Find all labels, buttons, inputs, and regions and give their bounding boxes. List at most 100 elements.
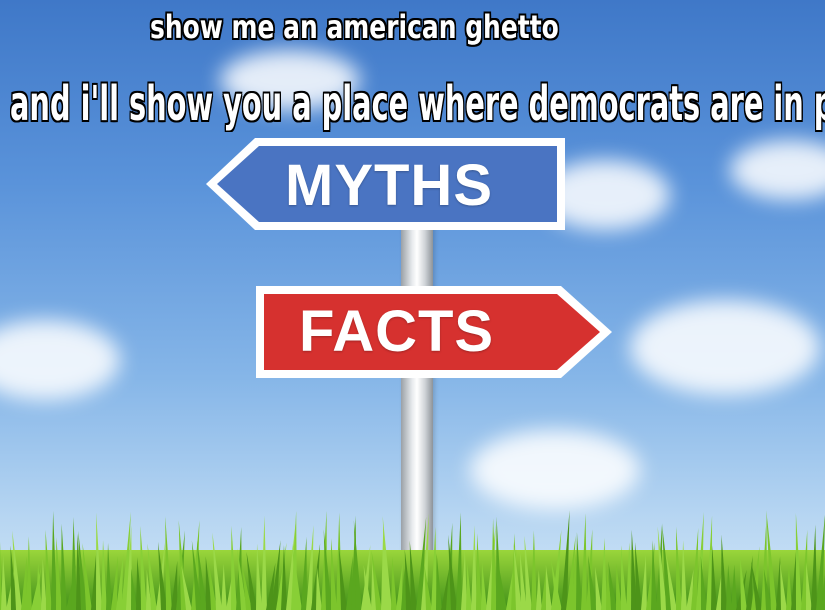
grass-blade <box>158 541 167 610</box>
grass-blade <box>231 525 237 610</box>
grass-blade <box>96 512 102 610</box>
cloud <box>0 320 120 400</box>
grass-blade <box>545 564 552 610</box>
grass-blade <box>41 558 47 610</box>
left-arrow-sign-shape <box>206 138 565 230</box>
grass-blade <box>631 529 637 610</box>
grass-blade <box>626 542 632 610</box>
grass-blade <box>763 568 772 610</box>
signpost-pole <box>401 205 433 565</box>
grass-blade <box>441 560 451 610</box>
grass-blade <box>363 564 372 610</box>
grass-blade <box>641 554 647 610</box>
grass-blade <box>26 536 32 610</box>
grass-blade <box>481 561 487 610</box>
grass-blade <box>726 564 732 610</box>
grass-blade <box>271 540 281 610</box>
grass-blade <box>136 557 142 610</box>
facts-sign: FACTS <box>253 283 615 381</box>
grass-blade <box>404 549 412 610</box>
grass-blade <box>601 538 607 610</box>
grass-blade <box>766 510 777 610</box>
grass-blade <box>811 524 817 610</box>
grass-blade <box>666 552 677 610</box>
cloud <box>730 140 825 200</box>
grass-blade <box>382 515 392 610</box>
grass-blade <box>816 515 825 610</box>
grass-blade <box>524 535 532 610</box>
grass-blade <box>331 538 337 610</box>
grass-blade <box>409 540 417 610</box>
grass-blade <box>506 549 517 610</box>
grass-blade <box>212 532 222 610</box>
grass-blade <box>581 513 587 610</box>
grass-blade <box>286 522 296 610</box>
grass-blade <box>476 533 482 610</box>
grass-blade <box>551 559 562 610</box>
myths-label: MYTHS <box>285 153 493 218</box>
grass-blade <box>1 555 7 610</box>
grass-blade <box>739 555 747 610</box>
grass-blade <box>616 563 622 610</box>
grass-blade <box>191 540 202 610</box>
bottom-caption: and i'll show you a place where democrat… <box>10 76 825 132</box>
grass-blade <box>496 555 507 610</box>
grass-blade <box>237 548 247 610</box>
grass-blade <box>396 562 403 610</box>
grass-blade <box>491 518 497 610</box>
grass-blade <box>676 526 682 610</box>
grass-blade <box>786 564 792 610</box>
facts-label: FACTS <box>299 299 495 364</box>
grass-blade <box>791 536 798 610</box>
grass-blade <box>651 540 657 610</box>
grass-blade <box>121 511 131 610</box>
grass-blade <box>311 543 321 610</box>
cloud <box>220 50 360 110</box>
right-arrow-sign-shape <box>256 286 612 378</box>
grass-blade <box>12 530 22 610</box>
grass-blade <box>595 566 602 610</box>
grass-blade <box>126 525 132 610</box>
grass-blade <box>21 555 27 610</box>
grass-blade <box>681 540 687 610</box>
grass-blade <box>551 529 562 610</box>
grass-blade <box>61 523 67 610</box>
grass-blade <box>221 563 227 610</box>
grass-blade <box>242 565 252 610</box>
grass-blade <box>620 545 627 610</box>
grass-blade <box>587 555 597 610</box>
grass-blade <box>45 529 52 610</box>
myths-sign-fill <box>217 146 557 222</box>
grass-blade <box>571 551 577 610</box>
grass-blade <box>316 566 322 610</box>
grass-blade <box>436 553 442 610</box>
grass-blade <box>51 510 57 610</box>
grass-blade <box>116 553 124 610</box>
top-caption: show me an american ghetto <box>150 8 559 46</box>
grass-blade <box>91 545 97 610</box>
grass-blade <box>561 510 570 610</box>
grass <box>0 510 825 610</box>
grass-blade <box>662 524 672 610</box>
grass-blade <box>266 562 276 610</box>
grass-blade <box>31 566 42 610</box>
grass-blade <box>246 551 257 610</box>
grass-blade <box>513 542 522 610</box>
grass-blade <box>292 543 302 610</box>
grass-blade <box>71 516 77 610</box>
grass-blade <box>208 561 217 610</box>
grass-blade <box>261 515 267 610</box>
grass-blade <box>36 562 42 610</box>
grass-blade <box>448 534 457 610</box>
grass-blade <box>165 516 172 610</box>
grass-blade <box>78 530 87 610</box>
grass-blade <box>711 545 717 610</box>
grass-blade <box>806 562 812 610</box>
grass-blade <box>519 551 527 610</box>
cloud <box>630 300 820 395</box>
facts-sign-fill <box>264 294 600 370</box>
grass-blade <box>401 568 407 610</box>
grass-blade <box>431 526 437 610</box>
grass-blade <box>131 568 137 610</box>
